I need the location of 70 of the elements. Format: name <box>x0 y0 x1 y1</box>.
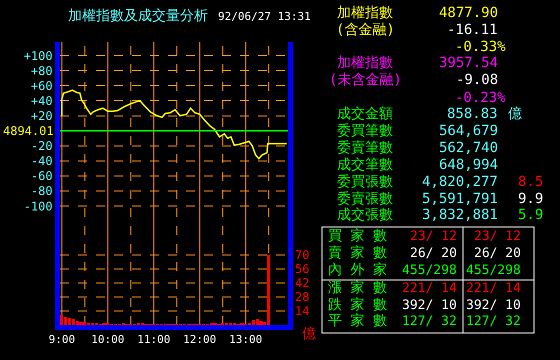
y-tick-label: -100 <box>24 199 53 214</box>
y-tick-label: +100 <box>24 48 53 63</box>
text: 392/ 10 <box>466 298 521 313</box>
text: 3,832,881 <box>422 207 498 223</box>
text: 564,679 <box>439 123 498 139</box>
y2-tick-label: 56 <box>295 262 310 276</box>
y2-axis-title: 億 <box>302 326 316 342</box>
text: 26/ 20 <box>474 246 521 261</box>
text: 億 <box>508 106 522 122</box>
text: 455/298 <box>466 263 521 278</box>
text: 平 家 數 <box>328 313 387 329</box>
x-tick-label: 13:00 <box>229 333 262 346</box>
text: 8.5 <box>518 174 544 190</box>
text: -16.11 <box>447 22 498 38</box>
y-tick-label: +60 <box>30 78 53 93</box>
text: 26/ 20 <box>410 246 457 261</box>
text: 跌 家 數 <box>328 297 387 313</box>
text: 委賣筆數 <box>337 140 393 156</box>
text: 392/ 10 <box>402 298 457 313</box>
text: (未含金融) <box>329 72 402 88</box>
text: 買 家 數 <box>328 228 387 244</box>
text: 5,591,791 <box>422 191 498 207</box>
text: -0.33% <box>455 39 506 55</box>
x-tick-label: 11:00 <box>137 333 170 346</box>
text: 成交金額 <box>337 106 393 122</box>
text: -0.23% <box>455 90 506 106</box>
text: (含金融) <box>336 22 395 38</box>
x-tick-label: 10:00 <box>91 333 124 346</box>
text: 4,820,277 <box>422 174 498 190</box>
x-tick-label: 9:00 <box>48 333 76 346</box>
text: 127/ 32 <box>466 314 521 329</box>
y-tick-label: -40 <box>30 154 53 168</box>
text: 漲 家 數 <box>328 280 387 296</box>
text: 23/ 12 <box>410 229 457 244</box>
y2-tick-label: 70 <box>295 248 310 262</box>
text: 23/ 12 <box>474 229 521 244</box>
y-tick-label: -20 <box>30 139 53 154</box>
text: 221/ 14 <box>402 281 457 296</box>
y-tick-label: +40 <box>30 94 53 108</box>
text: 加權指數 <box>337 55 393 71</box>
text: -9.08 <box>456 72 498 88</box>
text: 賣 家 數 <box>328 245 387 261</box>
y2-tick-label: 42 <box>295 276 310 290</box>
text: 648,994 <box>439 157 498 173</box>
text: 858.83 <box>447 106 498 122</box>
text: 成交筆數 <box>337 157 393 173</box>
text: 4877.90 <box>439 5 498 21</box>
text: 內 外 家 <box>328 262 387 278</box>
text: 455/298 <box>402 263 457 278</box>
text: 委賣張數 <box>337 191 393 207</box>
y-tick-label: +20 <box>30 108 53 123</box>
x-tick-label: 12:00 <box>183 333 216 346</box>
chart-subtitle: 92/06/27 13:31 <box>218 10 311 23</box>
text: 562,740 <box>439 140 498 156</box>
chart-title: 加權指數及成交量分析 <box>68 8 208 24</box>
text: 委買張數 <box>337 174 393 190</box>
text: 9.9 <box>518 191 544 207</box>
text: 加權指數 <box>337 5 393 21</box>
y2-tick-label: 14 <box>295 304 310 318</box>
y2-tick-label: 28 <box>295 290 310 304</box>
y-tick-label: +80 <box>30 64 53 78</box>
y-tick-label: -60 <box>30 169 53 184</box>
y-tick-label: -80 <box>30 184 53 198</box>
text: 4894.01 <box>3 124 54 138</box>
text: 3957.54 <box>439 55 498 71</box>
text: 221/ 14 <box>466 281 521 296</box>
text: 委買筆數 <box>337 123 393 139</box>
text: 127/ 32 <box>402 314 457 329</box>
text: 5.9 <box>518 207 544 223</box>
text: 成交張數 <box>337 207 393 223</box>
